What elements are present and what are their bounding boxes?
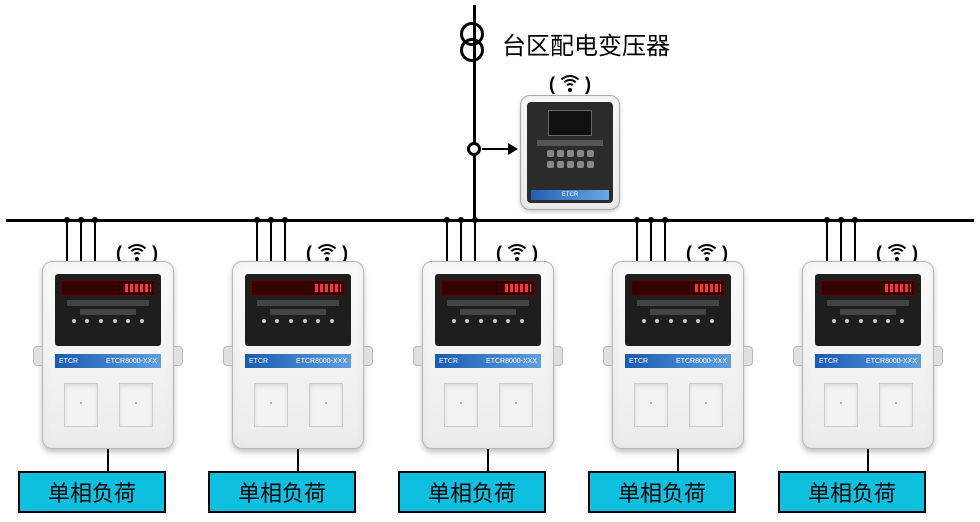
terminal-model: ETCR8000-XXX xyxy=(866,358,917,365)
load-label: 单相负荷 xyxy=(808,476,896,508)
bus-tap xyxy=(80,219,82,261)
arrow-head-icon xyxy=(508,143,518,155)
load-connector xyxy=(107,449,109,471)
load-connector xyxy=(297,449,299,471)
load-label: 单相负荷 xyxy=(428,476,516,508)
terminal-brand: ETCR xyxy=(439,358,458,365)
bus-tap xyxy=(270,219,272,261)
terminal-model: ETCR8000-XXX xyxy=(106,358,157,365)
bus-tap xyxy=(446,219,448,261)
load-connector xyxy=(867,449,869,471)
wireless-icon: () xyxy=(312,239,342,263)
load-connector xyxy=(487,449,489,471)
bus-tap xyxy=(636,219,638,261)
terminal-device: ETCR ETCR8000-XXX xyxy=(422,261,554,449)
terminal-device: ETCR ETCR8000-XXX xyxy=(802,261,934,449)
bus-tap xyxy=(256,219,258,261)
load-label-box: 单相负荷 xyxy=(588,471,736,513)
bus-tap xyxy=(94,219,96,261)
wireless-icon: () xyxy=(122,239,152,263)
master-brand: ETCR xyxy=(531,190,609,200)
bus-tap xyxy=(664,219,666,261)
wireless-icon: ( ) xyxy=(555,70,585,94)
load-label-box: 单相负荷 xyxy=(18,471,166,513)
terminal-brand: ETCR xyxy=(819,358,838,365)
load-label: 单相负荷 xyxy=(618,476,706,508)
wireless-icon: () xyxy=(882,239,912,263)
bus-tap xyxy=(840,219,842,261)
wireless-icon: () xyxy=(502,239,532,263)
terminal-brand: ETCR xyxy=(59,358,78,365)
load-label: 单相负荷 xyxy=(48,476,136,508)
wireless-icon: () xyxy=(692,239,722,263)
terminal-device: ETCR ETCR8000-XXX xyxy=(42,261,174,449)
terminal-model: ETCR8000-XXX xyxy=(486,358,537,365)
load-connector xyxy=(677,449,679,471)
bus-tap xyxy=(650,219,652,261)
arrow-to-master xyxy=(482,148,510,150)
terminal-brand: ETCR xyxy=(249,358,268,365)
terminal-device: ETCR ETCR8000-XXX xyxy=(232,261,364,449)
terminal-device: ETCR ETCR8000-XXX xyxy=(612,261,744,449)
bus-tap xyxy=(66,219,68,261)
load-label-box: 单相负荷 xyxy=(398,471,546,513)
load-label-box: 单相负荷 xyxy=(208,471,356,513)
transformer-symbol xyxy=(460,22,488,66)
terminal-model: ETCR8000-XXX xyxy=(676,358,727,365)
transformer-label: 台区配电变压器 xyxy=(502,26,670,61)
bus-tap xyxy=(284,219,286,261)
load-label: 单相负荷 xyxy=(238,476,326,508)
tap-circle xyxy=(467,142,481,156)
bus-tap xyxy=(474,219,476,261)
bus-tap xyxy=(460,219,462,261)
bus-tap xyxy=(826,219,828,261)
master-device: ETCR xyxy=(520,95,620,210)
terminal-model: ETCR8000-XXX xyxy=(296,358,347,365)
bus-tap xyxy=(854,219,856,261)
load-label-box: 单相负荷 xyxy=(778,471,926,513)
terminal-brand: ETCR xyxy=(629,358,648,365)
